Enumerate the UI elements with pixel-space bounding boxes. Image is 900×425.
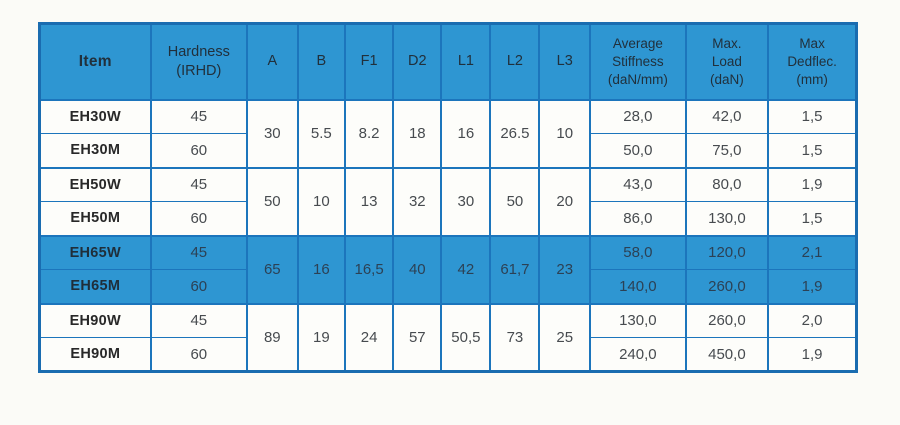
cell-deflection: 2,0 [767, 302, 858, 338]
cell-stiffness: 240,0 [589, 337, 687, 373]
col-header-item: Item [38, 22, 152, 101]
cell-dim-l1: 30 [440, 166, 492, 237]
cell-dim-f1: 8.2 [344, 98, 395, 169]
cell-dim-l2: 73 [489, 302, 541, 373]
cell-item: EH30W [38, 98, 152, 134]
cell-hardness: 60 [149, 133, 249, 169]
cell-hardness: 45 [149, 234, 249, 270]
cell-stiffness: 86,0 [589, 201, 687, 237]
cell-dim-l3: 20 [538, 166, 592, 237]
cell-stiffness: 58,0 [589, 234, 687, 270]
cell-stiffness: 28,0 [589, 98, 687, 134]
cell-dim-a: 50 [246, 166, 299, 237]
cell-load: 450,0 [684, 337, 770, 373]
cell-deflection: 1,5 [767, 133, 858, 169]
cell-dim-a: 89 [246, 302, 299, 373]
cell-item: EH50W [38, 166, 152, 202]
cell-dim-b: 5.5 [296, 98, 347, 169]
table-row-eh90w: EH90W 45 89 19 24 57 50,5 73 25 130,0 26… [38, 302, 858, 373]
table-row-eh65w: EH65W 45 65 16 16,5 40 42 61,7 23 58,0 1… [38, 234, 858, 305]
cell-stiffness: 140,0 [589, 269, 687, 305]
cell-dim-l2: 61,7 [489, 234, 541, 305]
col-header-hardness: Hardness (IRHD) [149, 22, 249, 101]
cell-load: 80,0 [684, 166, 770, 202]
cell-hardness: 45 [149, 302, 249, 338]
col-header-max-load: Max. Load (daN) [684, 22, 770, 101]
table-row-eh30w: EH30W 45 30 5.5 8.2 18 16 26.5 10 28,0 4… [38, 98, 858, 169]
col-header-l1: L1 [440, 22, 492, 101]
cell-dim-b: 10 [296, 166, 347, 237]
cell-dim-l1: 16 [440, 98, 492, 169]
col-header-a: A [246, 22, 299, 101]
table-row-eh50m: EH50M 60 86,0 130,0 1,5 [38, 201, 858, 237]
cell-hardness: 60 [149, 337, 249, 373]
cell-dim-l1: 50,5 [440, 302, 492, 373]
cell-dim-d2: 18 [392, 98, 443, 169]
cell-load: 120,0 [684, 234, 770, 270]
col-header-b: B [296, 22, 347, 101]
cell-deflection: 1,5 [767, 201, 858, 237]
cell-dim-a: 65 [246, 234, 299, 305]
cell-dim-l3: 25 [538, 302, 592, 373]
table-container: Item Hardness (IRHD) A B F1 D2 L1 L2 L3 … [38, 22, 858, 373]
cell-hardness: 60 [149, 201, 249, 237]
col-header-max-deflection: Max Dedflec. (mm) [767, 22, 858, 101]
col-header-f1: F1 [344, 22, 395, 101]
cell-dim-a: 30 [246, 98, 299, 169]
cell-load: 130,0 [684, 201, 770, 237]
cell-hardness: 60 [149, 269, 249, 305]
cell-load: 260,0 [684, 269, 770, 305]
cell-load: 260,0 [684, 302, 770, 338]
spec-table: Item Hardness (IRHD) A B F1 D2 L1 L2 L3 … [38, 22, 858, 373]
cell-dim-f1: 13 [344, 166, 395, 237]
cell-dim-l3: 23 [538, 234, 592, 305]
cell-dim-f1: 16,5 [344, 234, 395, 305]
table-row-eh30m: EH30M 60 50,0 75,0 1,5 [38, 133, 858, 169]
cell-stiffness: 43,0 [589, 166, 687, 202]
cell-item: EH90M [38, 337, 152, 373]
cell-dim-l2: 50 [489, 166, 541, 237]
col-header-average-stiffness: Average Stiffness (daN/mm) [589, 22, 687, 101]
cell-dim-l1: 42 [440, 234, 492, 305]
col-header-l2: L2 [489, 22, 541, 101]
cell-deflection: 1,9 [767, 337, 858, 373]
cell-load: 75,0 [684, 133, 770, 169]
table-row-eh90m: EH90M 60 240,0 450,0 1,9 [38, 337, 858, 373]
cell-hardness: 45 [149, 98, 249, 134]
cell-dim-d2: 57 [392, 302, 443, 373]
table-row-eh65m: EH65M 60 140,0 260,0 1,9 [38, 269, 858, 305]
cell-hardness: 45 [149, 166, 249, 202]
cell-stiffness: 50,0 [589, 133, 687, 169]
col-header-d2: D2 [392, 22, 443, 101]
col-header-l3: L3 [538, 22, 592, 101]
cell-item: EH65M [38, 269, 152, 305]
cell-load: 42,0 [684, 98, 770, 134]
cell-dim-b: 19 [296, 302, 347, 373]
cell-item: EH30M [38, 133, 152, 169]
cell-dim-l2: 26.5 [489, 98, 541, 169]
cell-deflection: 1,9 [767, 269, 858, 305]
cell-stiffness: 130,0 [589, 302, 687, 338]
cell-dim-f1: 24 [344, 302, 395, 373]
cell-deflection: 1,5 [767, 98, 858, 134]
cell-deflection: 1,9 [767, 166, 858, 202]
cell-item: EH90W [38, 302, 152, 338]
cell-deflection: 2,1 [767, 234, 858, 270]
cell-dim-l3: 10 [538, 98, 592, 169]
cell-dim-b: 16 [296, 234, 347, 305]
cell-item: EH65W [38, 234, 152, 270]
header-row: Item Hardness (IRHD) A B F1 D2 L1 L2 L3 … [38, 22, 858, 101]
cell-dim-d2: 32 [392, 166, 443, 237]
cell-dim-d2: 40 [392, 234, 443, 305]
table-row-eh50w: EH50W 45 50 10 13 32 30 50 20 43,0 80,0 … [38, 166, 858, 237]
cell-item: EH50M [38, 201, 152, 237]
